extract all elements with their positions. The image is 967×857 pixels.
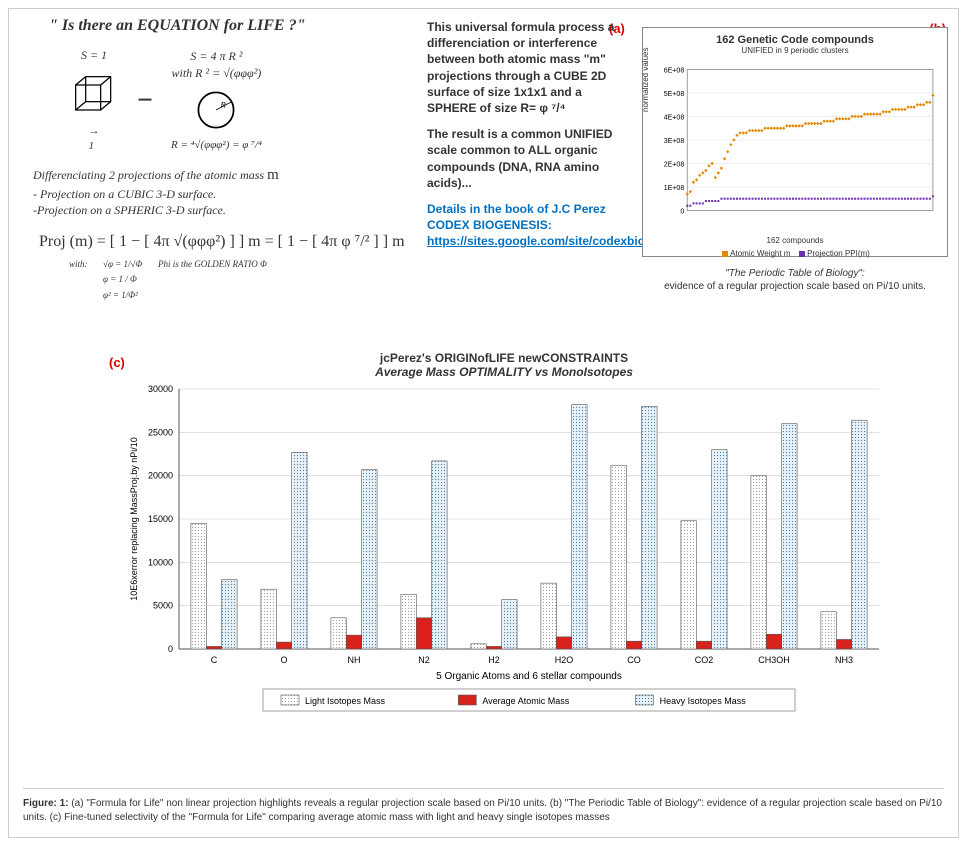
caption-b: "The Periodic Table of Biology": evidenc… [642, 267, 948, 293]
svg-text:10000: 10000 [148, 557, 173, 567]
description-text: This universal formula process a differe… [427, 19, 623, 259]
cube-icon [69, 70, 119, 120]
svg-text:0: 0 [680, 208, 684, 215]
svg-text:CO2: CO2 [695, 655, 714, 665]
svg-text:20000: 20000 [148, 471, 173, 481]
eq-s2a: S = 4 π R ² [190, 48, 242, 65]
svg-text:2E+08: 2E+08 [664, 161, 685, 168]
svg-text:NH: NH [348, 655, 361, 665]
svg-text:N2: N2 [418, 655, 430, 665]
figure-caption: Figure: 1: (a) "Formula for Life" non li… [23, 788, 944, 825]
svg-text:H2O: H2O [555, 655, 574, 665]
svg-text:C: C [211, 655, 218, 665]
scatter-chart: 0 1E+08 2E+08 3E+08 4E+08 5E+08 6E+08 [649, 59, 941, 229]
scatter-ylabel: normalized values [641, 48, 650, 112]
panel-c-barchart: jcPerez's ORIGINofLIFE newCONSTRAINTS Av… [119, 351, 889, 724]
diff-text: Differenciating 2 projections of the ato… [33, 165, 419, 220]
equation-title: " Is there an EQUATION for LIFE ?" [19, 17, 419, 35]
svg-text:0: 0 [168, 644, 173, 654]
scatter-title: 162 Genetic Code compounds [649, 34, 941, 46]
svg-text:R: R [220, 99, 227, 109]
svg-text:CO: CO [627, 655, 641, 665]
panel-b-scatter: 162 Genetic Code compounds UNIFIED in 9 … [642, 27, 948, 293]
svg-text:30000: 30000 [148, 384, 173, 394]
svg-text:15000: 15000 [148, 514, 173, 524]
svg-text:Heavy Isotopes Mass: Heavy Isotopes Mass [660, 696, 747, 706]
panel-a-formula: " Is there an EQUATION for LIFE ?" S = 1… [19, 17, 419, 303]
svg-text:Average Atomic Mass: Average Atomic Mass [482, 696, 569, 706]
svg-text:4E+08: 4E+08 [664, 114, 685, 121]
scatter-legend: Atomic Weight m Projection PPI(m) [649, 249, 941, 258]
svg-text:Light Isotopes Mass: Light Isotopes Mass [305, 696, 386, 706]
svg-text:5 Organic Atoms and 6 stellar: 5 Organic Atoms and 6 stellar compounds [436, 671, 622, 682]
scatter-subtitle: UNIFIED in 9 periodic clusters [649, 46, 941, 55]
svg-text:3E+08: 3E+08 [664, 138, 685, 145]
svg-text:5000: 5000 [153, 601, 173, 611]
eq-s1: S = 1 [81, 47, 107, 64]
svg-text:NH3: NH3 [835, 655, 853, 665]
svg-text:H2: H2 [488, 655, 500, 665]
eq-r: R = ⁴√(φφφ²) = φ ⁷/⁴ [171, 138, 262, 153]
sphere-icon: R [194, 88, 238, 132]
svg-text:5E+08: 5E+08 [664, 91, 685, 98]
minus-sign: − [137, 85, 153, 117]
proj-formula: Proj (m) = [ 1 − [ 4π √(φφφ²) ] ] m = [ … [39, 233, 419, 251]
svg-text:CH3OH: CH3OH [758, 655, 790, 665]
eq-s2b: with R ² = √(φφφ²) [172, 65, 262, 82]
svg-text:10E6xerror replacing MassProj.: 10E6xerror replacing MassProj.by nPi/10 [129, 437, 139, 601]
svg-text:1E+08: 1E+08 [664, 185, 685, 192]
svg-text:6E+08: 6E+08 [664, 68, 685, 75]
bar-chart: 0 5000 10000 15000 20000 25000 30000 10E6xerror… [119, 379, 889, 719]
svg-text:25000: 25000 [148, 427, 173, 437]
scatter-xlabel: 162 compounds [649, 236, 941, 245]
with-block: with:√φ = 1/√Φ Phi is the GOLDEN RATIO Φ… [69, 257, 419, 303]
bar-title: jcPerez's ORIGINofLIFE newCONSTRAINTS Av… [119, 351, 889, 379]
svg-text:O: O [280, 655, 287, 665]
vector-1: →1 [89, 124, 100, 155]
